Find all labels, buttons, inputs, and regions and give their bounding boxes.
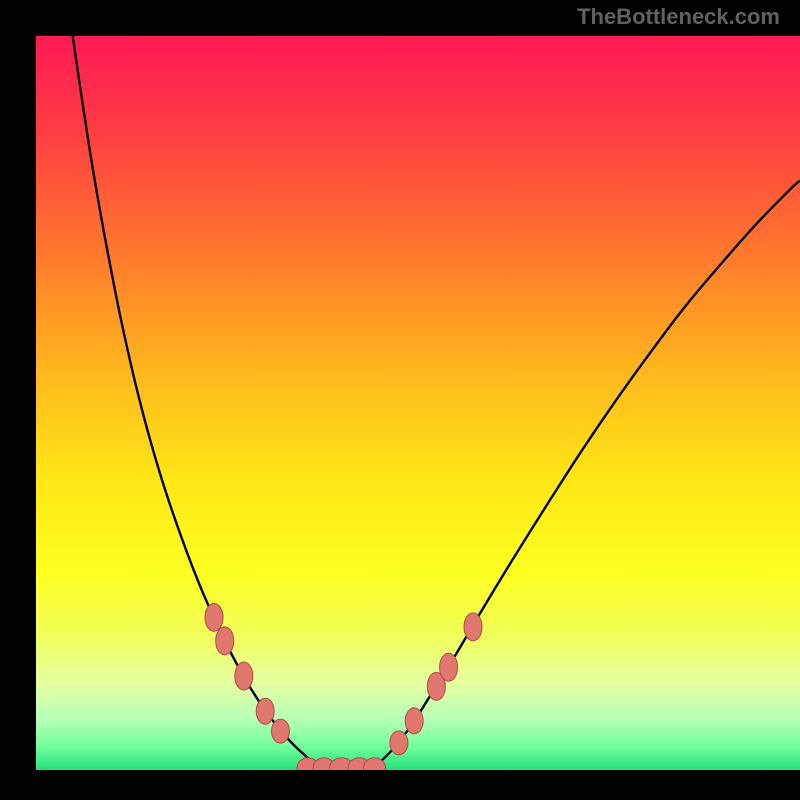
plot-area: [36, 36, 800, 770]
chart-svg: [36, 36, 800, 770]
data-marker: [440, 653, 458, 681]
data-marker: [271, 719, 289, 743]
left-curve: [73, 36, 333, 770]
marker-group: [205, 603, 482, 770]
data-marker: [256, 698, 274, 724]
data-marker: [205, 603, 223, 631]
data-marker: [405, 708, 423, 734]
data-marker: [216, 627, 234, 655]
watermark-text: TheBottleneck.com: [577, 4, 780, 30]
data-marker: [390, 731, 408, 755]
data-marker: [464, 613, 482, 641]
data-marker: [235, 662, 253, 690]
